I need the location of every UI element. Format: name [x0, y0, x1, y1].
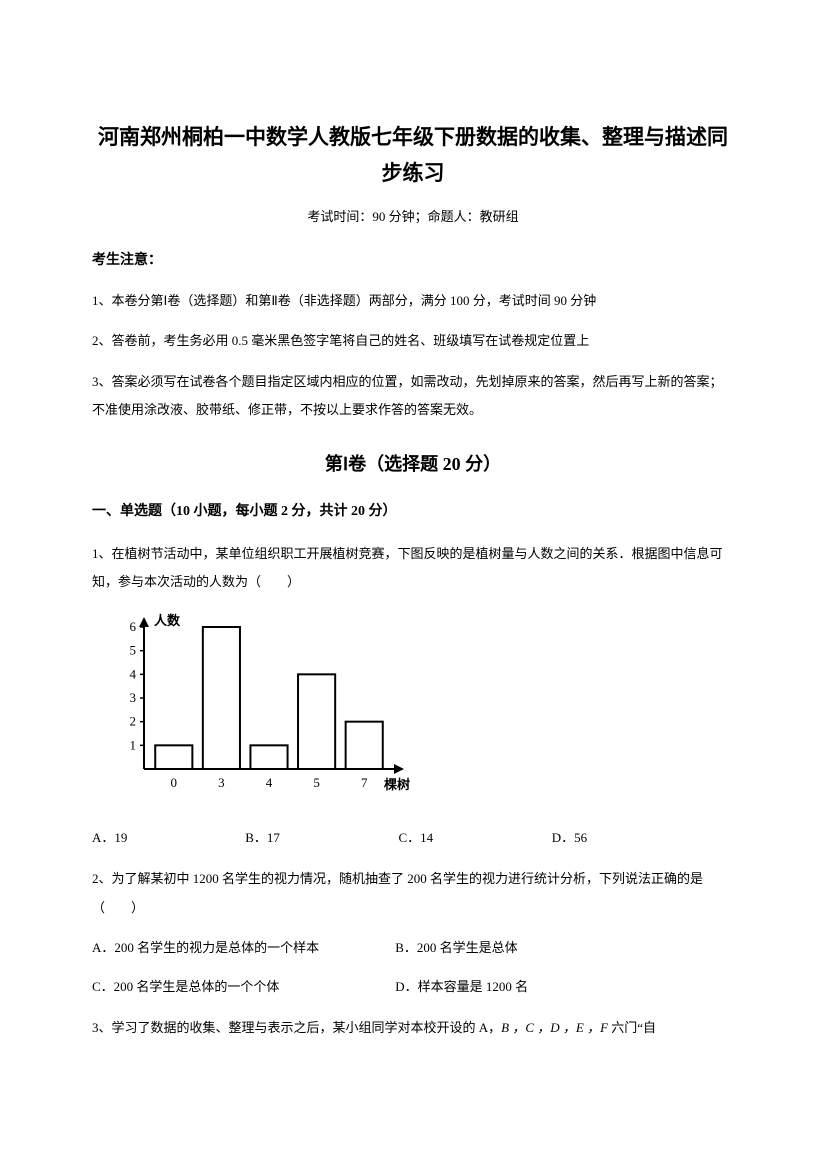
q1-opt-a: A．19	[92, 826, 242, 851]
svg-text:3: 3	[218, 775, 225, 790]
svg-text:2: 2	[130, 714, 137, 729]
svg-text:4: 4	[130, 666, 137, 681]
question-3: 3、学习了数据的收集、整理与表示之后，某小组同学对本校开设的 A，B ，C ，D…	[92, 1014, 734, 1043]
section-1-head: 第Ⅰ卷（选择题 20 分）	[92, 447, 734, 481]
svg-text:4: 4	[266, 775, 273, 790]
q3-prefix: 3、学习了数据的收集、整理与表示之后，某小组同学对本校开设的 A，	[92, 1020, 501, 1035]
svg-text:1: 1	[130, 737, 137, 752]
q2-opt-c: C．200 名学生是总体的一个个体	[92, 975, 392, 1000]
q3-suffix: 六门“自	[608, 1020, 656, 1035]
q2-opt-a: A．200 名学生的视力是总体的一个样本	[92, 936, 392, 961]
question-1: 1、在植树节活动中，某单位组织职工开展植树竞赛，下图反映的是植树量与人数之间的关…	[92, 540, 734, 597]
q1-opt-c: C．14	[399, 826, 549, 851]
notice-head: 考生注意：	[92, 248, 734, 275]
subtitle: 考试时间：90 分钟；命题人：教研组	[92, 205, 734, 230]
q1-options: A．19 B．17 C．14 D．56	[92, 826, 734, 851]
notice-2: 2、答卷前，考生务必用 0.5 毫米黑色签字笔将自己的姓名、班级填写在试卷规定位…	[92, 327, 734, 356]
svg-text:0: 0	[171, 775, 178, 790]
notice-3: 3、答案必须写在试卷各个题目指定区域内相应的位置，如需改动，先划掉原来的答案，然…	[92, 368, 734, 425]
svg-text:棵树: 棵树	[384, 777, 410, 792]
q1-opt-b: B．17	[245, 826, 395, 851]
question-2: 2、为了解某初中 1200 名学生的视力情况，随机抽查了 200 名学生的视力进…	[92, 865, 734, 922]
svg-text:5: 5	[130, 643, 137, 658]
part-1-head: 一、单选题（10 小题，每小题 2 分，共计 20 分）	[92, 499, 734, 526]
q1-histogram: 1 2 3 4 5 6 人数棵树 0 3 4 5 7	[102, 611, 734, 812]
svg-text:5: 5	[313, 775, 320, 790]
q2-opt-b: B．200 名学生是总体	[395, 936, 695, 961]
q2-options-row2: C．200 名学生是总体的一个个体 D．样本容量是 1200 名	[92, 975, 734, 1000]
q3-letters: B ，C ，D ，E ，F	[501, 1020, 608, 1035]
q2-opt-d: D．样本容量是 1200 名	[395, 975, 695, 1000]
notice-1: 1、本卷分第Ⅰ卷（选择题）和第Ⅱ卷（非选择题）两部分，满分 100 分，考试时间…	[92, 287, 734, 316]
page-title: 河南郑州桐柏一中数学人教版七年级下册数据的收集、整理与描述同步练习	[92, 120, 734, 191]
svg-text:7: 7	[361, 775, 368, 790]
q2-options-row1: A．200 名学生的视力是总体的一个样本 B．200 名学生是总体	[92, 936, 734, 961]
svg-text:3: 3	[130, 690, 137, 705]
svg-text:6: 6	[130, 619, 137, 634]
svg-text:人数: 人数	[154, 613, 181, 628]
q1-opt-d: D．56	[552, 826, 702, 851]
